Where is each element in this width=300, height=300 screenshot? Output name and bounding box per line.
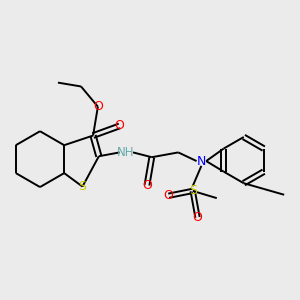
Text: O: O — [93, 100, 103, 113]
Text: O: O — [193, 211, 202, 224]
Text: S: S — [79, 180, 86, 193]
Text: O: O — [115, 119, 124, 132]
Text: O: O — [164, 189, 174, 202]
Text: NH: NH — [117, 146, 134, 159]
Text: N: N — [197, 154, 206, 168]
Text: S: S — [189, 184, 197, 197]
Text: O: O — [142, 178, 152, 192]
